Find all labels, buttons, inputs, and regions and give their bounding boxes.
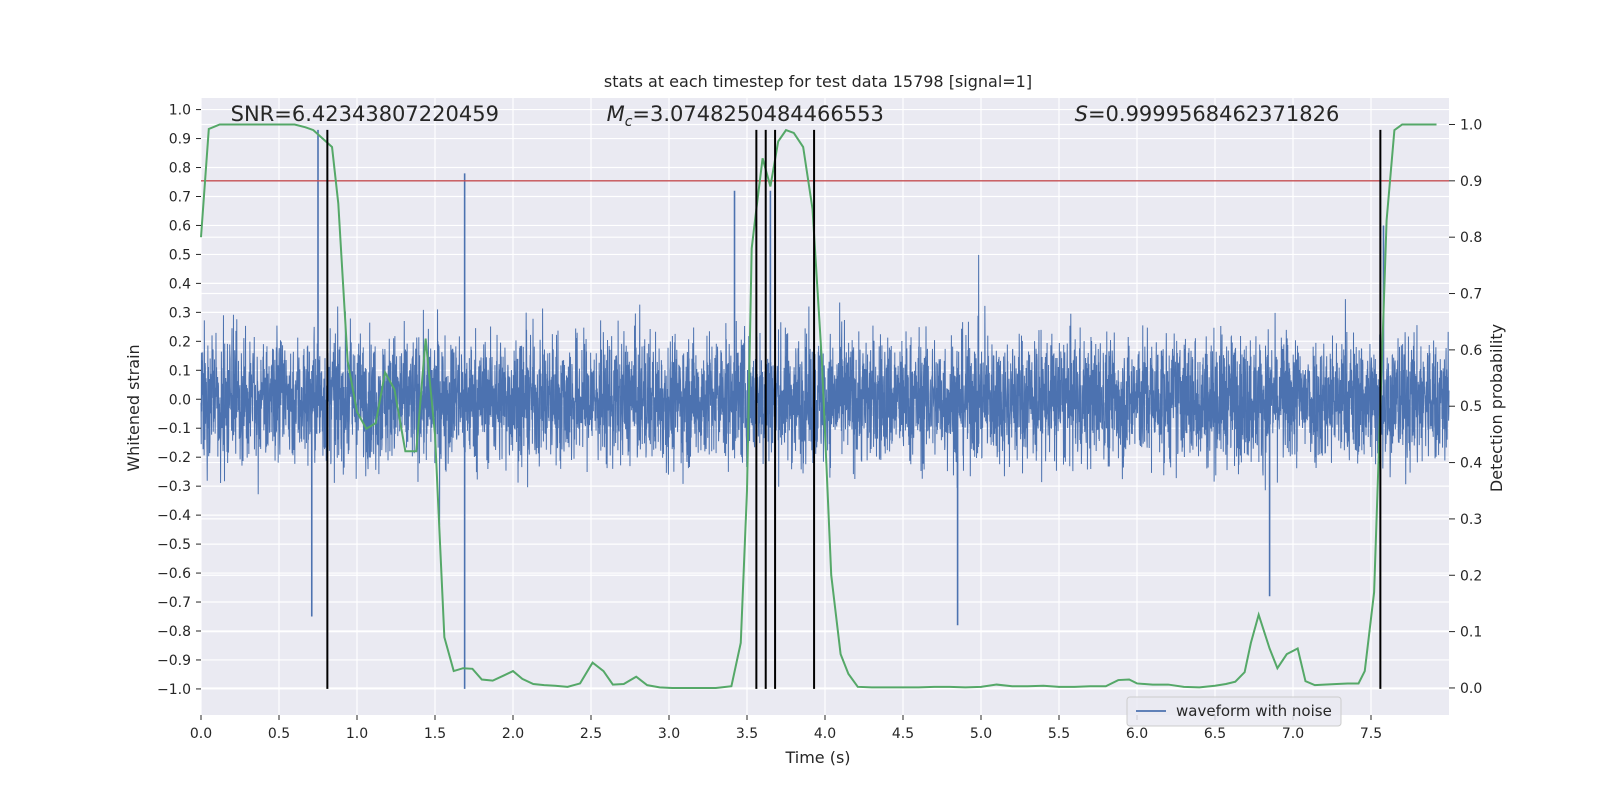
y-tick-label-left: 1.0 [169,103,191,119]
annotation-value: SNR=6.42343807220459 [231,102,499,126]
annotation-value: =3.0748250484466553 [632,102,883,126]
annotation-1: Mc=3.0748250484466553 [607,102,884,130]
detection-probability-line [200,123,1437,689]
y-tick-label-right: 0.2 [1460,568,1482,584]
y-tick-label-right: 1.0 [1460,117,1482,133]
y-tick-label-left: −0.3 [157,479,191,495]
x-tick-label: 6.5 [1204,726,1226,742]
strain-line [200,254,1450,525]
y-tick-label-left: −0.2 [157,450,191,466]
event-lines [326,129,1382,689]
x-axis-label: Time (s) [784,748,850,767]
x-tick-label: 1.5 [424,726,446,742]
chart-title: stats at each timestep for test data 157… [604,72,1032,91]
x-tick-label: 2.5 [580,726,602,742]
y-axis-right: 1.0 0.9 0.8 0.7 0.6 0.5 0.4 0.3 0.2 0.1 0.0 [1449,117,1482,697]
x-tick-label: 7.5 [1360,726,1382,742]
y-tick-label-right: 0.4 [1460,456,1482,472]
y-tick-label-left: 0.6 [169,218,191,234]
y-tick-label-left: 0.0 [169,392,191,408]
y-tick-label-left: −0.5 [157,537,191,553]
annotation-symbol: M [607,102,625,126]
x-tick-label: 4.0 [814,726,836,742]
y-tick-label-right: 0.0 [1460,681,1482,697]
annotation-subscript: c [625,114,633,130]
y-tick-label-right: 0.6 [1460,343,1482,359]
y-tick-label-left: 0.8 [169,161,191,177]
legend-box [1126,696,1342,727]
x-tick-label: 0.5 [268,726,290,742]
y-tick-label-right: 0.8 [1460,230,1482,246]
y-tick-label-left: 0.7 [169,189,191,205]
y-tick-label-left: 0.9 [169,132,191,148]
y-tick-label-left: −0.6 [157,566,191,582]
annotations: SNR=6.42343807220459 Mc=3.074825048446655… [231,102,1340,130]
y-tick-label-left: 0.5 [169,247,191,263]
x-tick-label: 5.0 [970,726,992,742]
x-tick-label: 0.0 [190,726,212,742]
x-axis: 0.0 0.5 1.0 1.5 2.0 2.5 3.0 3.5 4.0 4.5 5.0 5.5 6.0 6… [190,715,1382,742]
annotation-0: SNR=6.42343807220459 [231,102,499,126]
y-tick-label-right: 0.3 [1460,512,1482,528]
x-tick-label: 2.0 [502,726,524,742]
annotation-symbol: S [1075,102,1088,126]
y-tick-label-right: 0.1 [1460,625,1482,641]
y-axis-right-label: Detection probability [1487,324,1506,492]
y-tick-label-left: 0.2 [169,334,191,350]
x-tick-label: 3.0 [658,726,680,742]
y-tick-label-left: −0.4 [157,508,191,524]
y-tick-label-left: −1.0 [157,682,191,698]
y-axis-left: 1.0 0.9 0.8 0.7 0.6 0.5 0.4 0.3 0.2 0.1 0.0 −0.1 −0.… [157,103,201,698]
x-tick-label: 3.5 [736,726,758,742]
x-tick-label: 7.0 [1282,726,1304,742]
x-tick-label: 5.5 [1048,726,1070,742]
probability-series [200,123,1449,689]
annotation-2: S=0.9999568462371826 [1075,102,1340,126]
y-tick-label-left: −0.7 [157,595,191,611]
y-tick-label-left: −0.9 [157,653,191,669]
y-axis-left-label: Whitened strain [124,344,143,471]
y-tick-label-left: −0.1 [157,421,191,437]
y-tick-label-left: −0.8 [157,624,191,640]
legend-entry-waveform: waveform with noise [1176,702,1332,720]
legend: waveform with noise [1126,696,1342,727]
x-tick-label: 4.5 [892,726,914,742]
y-tick-label-left: 0.1 [169,363,191,379]
y-tick-label-left: 0.4 [169,276,191,292]
x-tick-label: 1.0 [346,726,368,742]
y-tick-label-left: 0.3 [169,305,191,321]
y-tick-label-right: 0.5 [1460,399,1482,415]
y-tick-label-right: 0.9 [1460,174,1482,190]
y-tick-label-right: 0.7 [1460,287,1482,303]
x-tick-label: 6.0 [1126,726,1148,742]
annotation-value: =0.9999568462371826 [1088,102,1339,126]
